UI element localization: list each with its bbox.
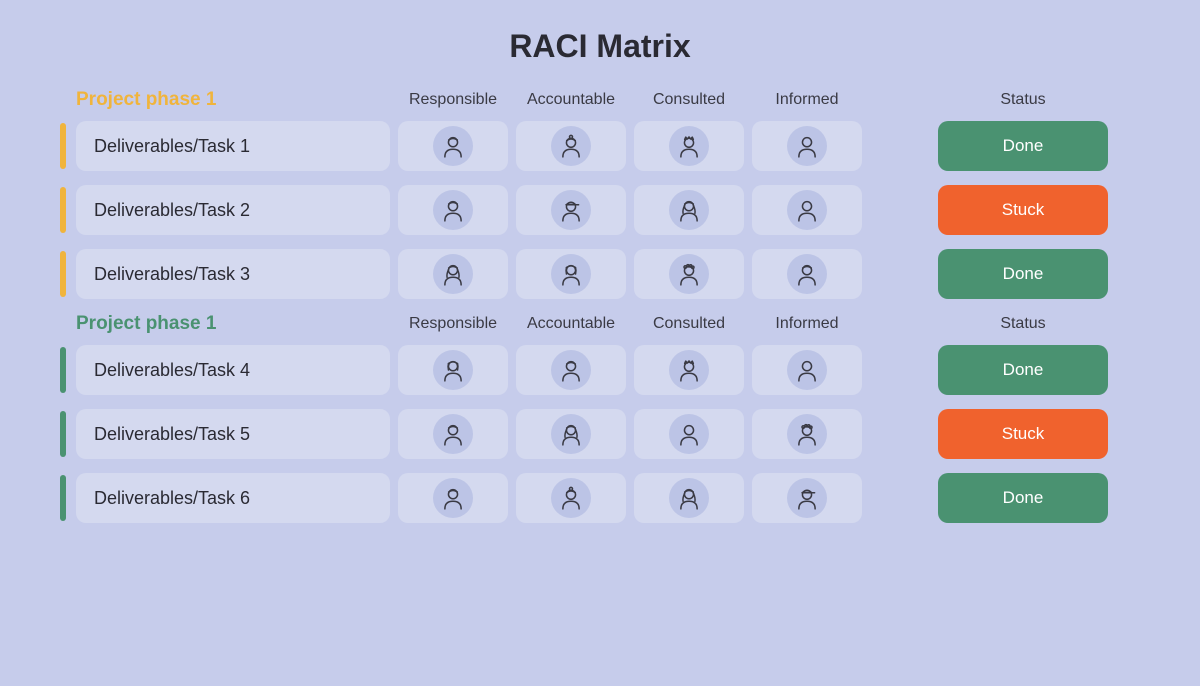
person-avatar-icon — [787, 350, 827, 390]
person-avatar-icon — [433, 414, 473, 454]
avatar-cell — [398, 409, 508, 459]
avatar-cell — [398, 121, 508, 171]
accent-bar — [60, 347, 66, 393]
avatar-cell — [752, 249, 862, 299]
status-badge: Stuck — [938, 185, 1108, 235]
person-avatar-icon — [433, 350, 473, 390]
person-avatar-icon — [433, 254, 473, 294]
avatar-cell — [516, 473, 626, 523]
avatar-cell — [398, 185, 508, 235]
avatar-cell — [398, 249, 508, 299]
accent-bar — [60, 475, 66, 521]
avatar-cell — [634, 409, 744, 459]
person-avatar-icon — [787, 254, 827, 294]
status-badge: Done — [938, 249, 1108, 299]
person-avatar-icon — [433, 126, 473, 166]
avatar-cell — [752, 185, 862, 235]
avatar-cell — [752, 409, 862, 459]
column-header-informed: Informed — [752, 91, 862, 109]
person-avatar-icon — [551, 190, 591, 230]
avatar-cell — [516, 345, 626, 395]
avatar-cell — [516, 249, 626, 299]
accent-bar — [60, 187, 66, 233]
column-header-status: Status — [938, 315, 1108, 333]
phase-title: Project phase 1 — [60, 313, 390, 335]
status-badge: Done — [938, 345, 1108, 395]
avatar-cell — [516, 121, 626, 171]
person-avatar-icon — [669, 478, 709, 518]
task-label: Deliverables/Task 3 — [76, 249, 390, 299]
task-label: Deliverables/Task 1 — [76, 121, 390, 171]
person-avatar-icon — [551, 126, 591, 166]
phase-title: Project phase 1 — [60, 89, 390, 111]
person-avatar-icon — [551, 350, 591, 390]
avatar-cell — [634, 473, 744, 523]
person-avatar-icon — [787, 414, 827, 454]
task-label: Deliverables/Task 5 — [76, 409, 390, 459]
person-avatar-icon — [433, 190, 473, 230]
avatar-cell — [398, 345, 508, 395]
task-label: Deliverables/Task 4 — [76, 345, 390, 395]
avatar-cell — [752, 345, 862, 395]
person-avatar-icon — [787, 478, 827, 518]
avatar-cell — [516, 409, 626, 459]
accent-bar — [60, 251, 66, 297]
person-avatar-icon — [669, 350, 709, 390]
person-avatar-icon — [787, 126, 827, 166]
person-avatar-icon — [551, 414, 591, 454]
task-row: Deliverables/Task 3 Done — [60, 249, 1140, 299]
task-cell: Deliverables/Task 6 — [60, 473, 390, 523]
accent-bar — [60, 411, 66, 457]
person-avatar-icon — [787, 190, 827, 230]
task-row: Deliverables/Task 2 Stuck — [60, 185, 1140, 235]
phase-header: Project phase 1 Responsible Accountable Con… — [60, 89, 1140, 111]
accent-bar — [60, 123, 66, 169]
task-row: Deliverables/Task 5 Stuck — [60, 409, 1140, 459]
raci-matrix-page: RACI Matrix Project phase 1 Responsible Ac… — [0, 0, 1200, 523]
task-cell: Deliverables/Task 4 — [60, 345, 390, 395]
status-badge: Stuck — [938, 409, 1108, 459]
avatar-cell — [752, 473, 862, 523]
phases-container: Project phase 1 Responsible Accountable Con… — [60, 89, 1140, 523]
task-row: Deliverables/Task 6 Done — [60, 473, 1140, 523]
column-header-accountable: Accountable — [516, 315, 626, 333]
person-avatar-icon — [669, 126, 709, 166]
avatar-cell — [752, 121, 862, 171]
status-badge: Done — [938, 473, 1108, 523]
person-avatar-icon — [669, 254, 709, 294]
column-header-status: Status — [938, 91, 1108, 109]
task-cell: Deliverables/Task 1 — [60, 121, 390, 171]
phase-header: Project phase 1 Responsible Accountable Con… — [60, 313, 1140, 335]
person-avatar-icon — [669, 414, 709, 454]
task-cell: Deliverables/Task 5 — [60, 409, 390, 459]
page-title: RACI Matrix — [60, 28, 1140, 65]
column-header-responsible: Responsible — [398, 315, 508, 333]
avatar-cell — [634, 345, 744, 395]
avatar-cell — [398, 473, 508, 523]
person-avatar-icon — [551, 254, 591, 294]
column-header-responsible: Responsible — [398, 91, 508, 109]
status-badge: Done — [938, 121, 1108, 171]
column-header-consulted: Consulted — [634, 315, 744, 333]
task-cell: Deliverables/Task 3 — [60, 249, 390, 299]
person-avatar-icon — [433, 478, 473, 518]
person-avatar-icon — [551, 478, 591, 518]
task-label: Deliverables/Task 6 — [76, 473, 390, 523]
task-row: Deliverables/Task 4 Done — [60, 345, 1140, 395]
avatar-cell — [634, 185, 744, 235]
column-header-informed: Informed — [752, 315, 862, 333]
person-avatar-icon — [669, 190, 709, 230]
task-row: Deliverables/Task 1 Done — [60, 121, 1140, 171]
column-header-accountable: Accountable — [516, 91, 626, 109]
task-cell: Deliverables/Task 2 — [60, 185, 390, 235]
column-header-consulted: Consulted — [634, 91, 744, 109]
avatar-cell — [634, 249, 744, 299]
avatar-cell — [634, 121, 744, 171]
task-label: Deliverables/Task 2 — [76, 185, 390, 235]
avatar-cell — [516, 185, 626, 235]
